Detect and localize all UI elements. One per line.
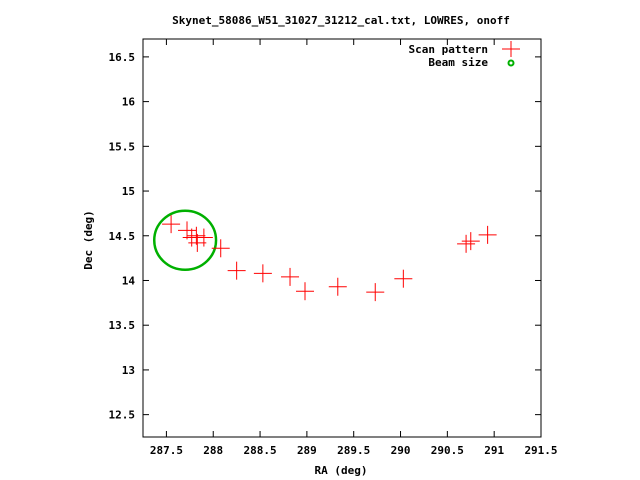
beam-size-circle (152, 209, 218, 272)
scan-point (211, 239, 230, 258)
scan-point (187, 226, 206, 245)
x-axis: 287.5 288 288.5 289 289.5 290 290.5 291 291.5 (150, 39, 558, 457)
series-layer (152, 209, 497, 302)
scan-point (178, 221, 197, 240)
scan-point (461, 232, 480, 251)
x-tick-label: 288.5 (243, 444, 276, 457)
y-tick-label: 12.5 (109, 409, 136, 422)
y-tick-label: 14.5 (109, 230, 136, 243)
x-tick-label: 289.5 (337, 444, 370, 457)
y-tick-label: 15 (122, 185, 135, 198)
x-tick-label: 289 (297, 444, 317, 457)
scan-point (188, 233, 207, 252)
x-tick-label: 290 (391, 444, 411, 457)
y-axis: 12.5 13 13.5 14 14.5 15 15.5 16 16.5 (109, 51, 541, 422)
scan-point (328, 277, 347, 296)
x-tick-label: 290.5 (431, 444, 464, 457)
scan-point (253, 264, 272, 283)
x-tick-label: 287.5 (150, 444, 183, 457)
legend-marker-beam-size (507, 59, 515, 67)
scan-point (296, 282, 315, 301)
legend: Scan pattern Beam size (409, 41, 520, 69)
y-axis-label: Dec (deg) (82, 210, 95, 270)
scan-point (457, 234, 476, 253)
chart-title: Skynet_58086_W51_31027_31212_cal.txt, LO… (172, 14, 510, 27)
y-tick-label: 13 (122, 364, 135, 377)
legend-label-beam-size: Beam size (428, 56, 488, 69)
x-axis-label: RA (deg) (315, 464, 368, 477)
scan-point (162, 215, 181, 234)
y-tick-label: 15.5 (109, 140, 136, 153)
scan-point (478, 225, 497, 244)
x-tick-label: 288 (203, 444, 223, 457)
y-tick-label: 16 (122, 96, 136, 109)
scan-point (227, 261, 246, 280)
scan-point (366, 283, 385, 302)
x-tick-label: 291 (484, 444, 504, 457)
x-tick-label: 291.5 (524, 444, 557, 457)
y-tick-label: 13.5 (109, 319, 136, 332)
plot-frame (142, 38, 542, 438)
legend-marker-scan-pattern (502, 41, 520, 57)
scan-point (281, 267, 300, 286)
y-tick-label: 16.5 (109, 51, 136, 64)
y-tick-label: 14 (122, 274, 136, 287)
scan-point (194, 228, 213, 247)
scan-point (394, 269, 413, 288)
legend-label-scan-pattern: Scan pattern (409, 43, 488, 56)
